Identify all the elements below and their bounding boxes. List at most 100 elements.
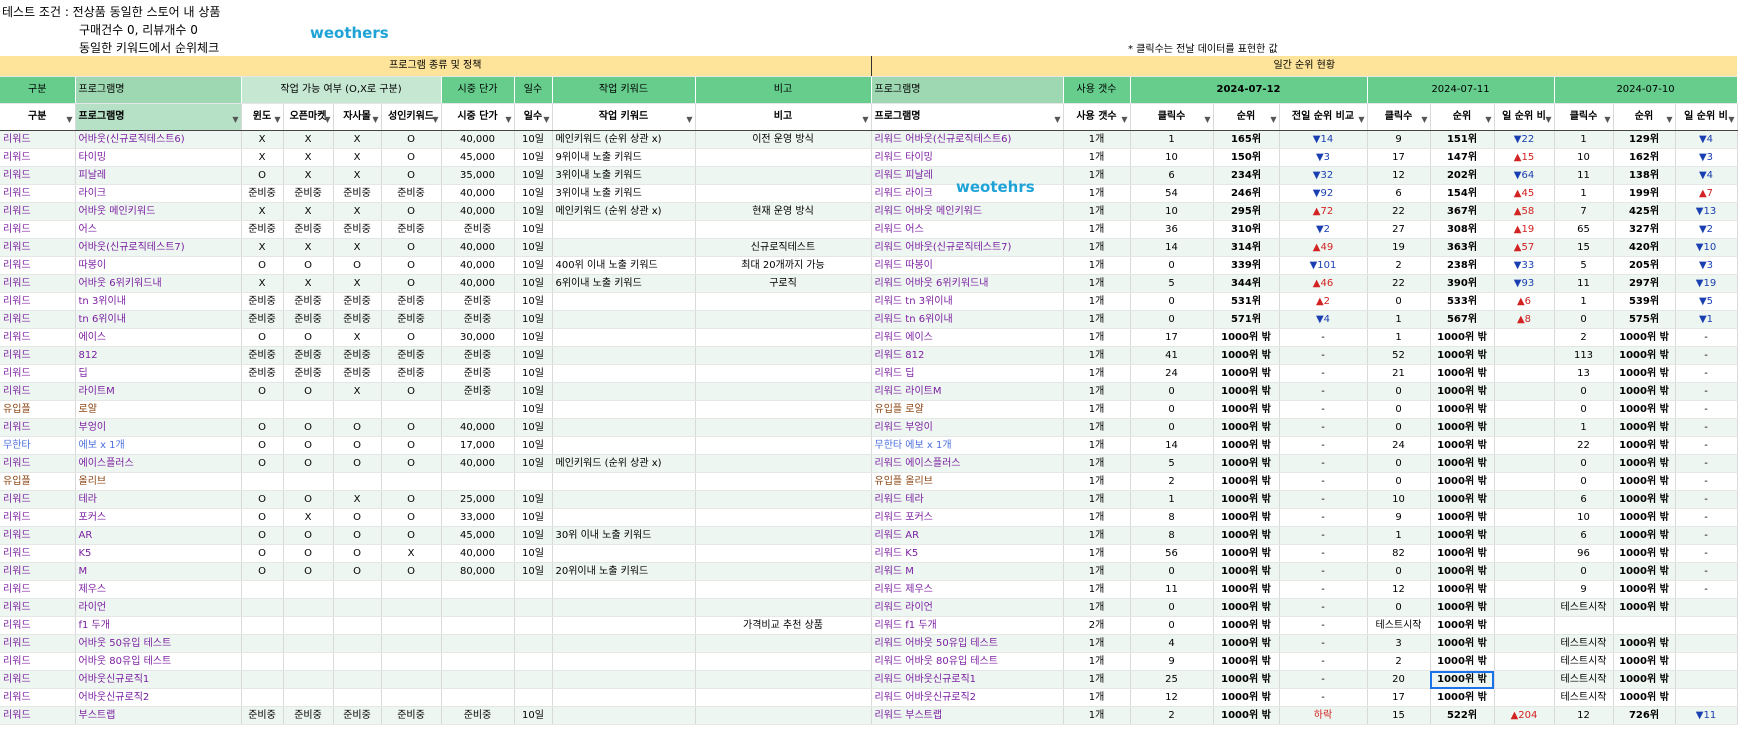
table-cell[interactable]: 1000위 밖: [1213, 598, 1280, 617]
table-cell[interactable]: [283, 634, 334, 653]
table-cell[interactable]: 10일: [514, 184, 553, 203]
table-cell[interactable]: 리워드: [0, 616, 76, 635]
table-cell[interactable]: 10일: [514, 346, 553, 365]
table-cell[interactable]: 10일: [514, 292, 553, 311]
table-cell[interactable]: 0: [1130, 382, 1214, 401]
table-cell[interactable]: 1: [1554, 292, 1614, 311]
table-cell[interactable]: 1개: [1063, 220, 1131, 239]
table-cell[interactable]: 40,000: [441, 454, 515, 473]
table-cell[interactable]: -: [1675, 508, 1738, 527]
table-cell[interactable]: 유입플: [0, 400, 76, 419]
table-cell[interactable]: O: [333, 526, 382, 545]
table-cell[interactable]: ▲49: [1279, 238, 1368, 257]
table-cell[interactable]: [283, 472, 334, 491]
table-cell[interactable]: [1494, 562, 1555, 581]
table-cell[interactable]: 리워드 에이스플러스: [870, 454, 1064, 473]
table-cell[interactable]: 10일: [514, 418, 553, 437]
table-cell[interactable]: 9위이내 노출 키워드: [552, 148, 696, 167]
table-cell[interactable]: 리워드: [0, 598, 76, 617]
table-cell[interactable]: X: [283, 130, 334, 149]
table-cell[interactable]: 1: [1554, 184, 1614, 203]
table-cell[interactable]: 따봉이: [75, 256, 242, 275]
table-cell[interactable]: [514, 580, 553, 599]
table-cell[interactable]: [381, 400, 442, 419]
filter-dropdown-icon[interactable]: ▼: [432, 115, 439, 124]
table-cell[interactable]: 10일: [514, 706, 553, 725]
table-cell[interactable]: [552, 634, 696, 653]
table-cell[interactable]: [441, 472, 515, 491]
table-cell[interactable]: [514, 472, 553, 491]
table-cell[interactable]: -: [1675, 544, 1738, 563]
table-cell[interactable]: [695, 454, 872, 473]
table-cell[interactable]: 400위 이내 노출 키워드: [552, 256, 696, 275]
table-cell[interactable]: 1개: [1063, 706, 1131, 725]
table-cell[interactable]: 테라: [75, 490, 242, 509]
table-cell[interactable]: 12: [1367, 580, 1431, 599]
table-cell[interactable]: 0: [1554, 382, 1614, 401]
table-cell[interactable]: ▲204: [1494, 706, 1555, 725]
table-cell[interactable]: ▼4: [1675, 166, 1738, 185]
table-cell[interactable]: 205위: [1613, 256, 1676, 275]
table-cell[interactable]: 리워드 어스: [870, 220, 1064, 239]
table-cell[interactable]: 에이스: [75, 328, 242, 347]
table-cell[interactable]: 1000위 밖: [1430, 652, 1495, 671]
table-cell[interactable]: [514, 634, 553, 653]
table-cell[interactable]: 준비중: [441, 364, 515, 383]
table-cell[interactable]: 4: [1130, 634, 1214, 653]
table-cell[interactable]: ▼22: [1494, 130, 1555, 149]
table-cell[interactable]: 준비중: [241, 220, 284, 239]
table-cell[interactable]: O: [241, 526, 284, 545]
table-cell[interactable]: [695, 148, 872, 167]
table-cell[interactable]: 1000위 밖: [1613, 400, 1676, 419]
table-cell[interactable]: 어바웃신규로직1: [75, 670, 242, 689]
table-cell[interactable]: 575위: [1613, 310, 1676, 329]
table-cell[interactable]: 리워드 AR: [870, 526, 1064, 545]
table-cell[interactable]: 308위: [1430, 220, 1495, 239]
table-cell[interactable]: 유입플: [0, 472, 76, 491]
table-cell[interactable]: X: [283, 238, 334, 257]
table-cell[interactable]: 준비중: [381, 184, 442, 203]
filter-dropdown-icon[interactable]: ▼: [505, 115, 512, 124]
table-cell[interactable]: [1675, 598, 1738, 617]
table-cell[interactable]: [283, 400, 334, 419]
table-cell[interactable]: -: [1675, 328, 1738, 347]
table-cell[interactable]: O: [333, 436, 382, 455]
table-cell[interactable]: 20위이내 노출 키워드: [552, 562, 696, 581]
table-cell[interactable]: 준비중: [283, 364, 334, 383]
filter-header-program-right[interactable]: 프로그램명 ▼: [870, 103, 1064, 131]
table-cell[interactable]: ▼3: [1675, 256, 1738, 275]
table-cell[interactable]: 14: [1130, 436, 1214, 455]
table-cell[interactable]: X: [283, 274, 334, 293]
table-cell[interactable]: 리워드 tn 3위이내: [870, 292, 1064, 311]
table-cell[interactable]: 라이언: [75, 598, 242, 617]
table-cell[interactable]: 45,000: [441, 526, 515, 545]
table-cell[interactable]: 준비중: [241, 184, 284, 203]
table-cell[interactable]: 어바웃신규로직2: [75, 688, 242, 707]
table-cell[interactable]: 타이밍: [75, 148, 242, 167]
table-cell[interactable]: 1000위 밖: [1613, 580, 1676, 599]
table-cell[interactable]: 리워드: [0, 184, 76, 203]
table-cell[interactable]: 1000위 밖: [1430, 634, 1495, 653]
table-cell[interactable]: X: [283, 166, 334, 185]
table-cell[interactable]: [695, 652, 872, 671]
table-cell[interactable]: 1: [1367, 526, 1431, 545]
table-cell[interactable]: 52: [1367, 346, 1431, 365]
table-cell[interactable]: 리워드: [0, 292, 76, 311]
table-cell[interactable]: [695, 706, 872, 725]
table-cell[interactable]: [552, 616, 696, 635]
table-cell[interactable]: 238위: [1430, 256, 1495, 275]
filter-dropdown-icon[interactable]: ▼: [543, 115, 550, 124]
table-cell[interactable]: O: [241, 562, 284, 581]
table-cell[interactable]: 1000위 밖: [1430, 616, 1495, 635]
table-cell[interactable]: 리워드 M: [870, 562, 1064, 581]
table-cell[interactable]: [241, 688, 284, 707]
table-cell[interactable]: [381, 670, 442, 689]
table-cell[interactable]: 무한타 에보 x 1개: [870, 436, 1064, 455]
table-cell[interactable]: [241, 616, 284, 635]
table-cell[interactable]: 리워드: [0, 652, 76, 671]
table-cell[interactable]: O: [381, 130, 442, 149]
table-cell[interactable]: 5: [1130, 454, 1214, 473]
table-cell[interactable]: [1494, 652, 1555, 671]
table-cell[interactable]: 24: [1367, 436, 1431, 455]
table-cell[interactable]: 8: [1130, 508, 1214, 527]
